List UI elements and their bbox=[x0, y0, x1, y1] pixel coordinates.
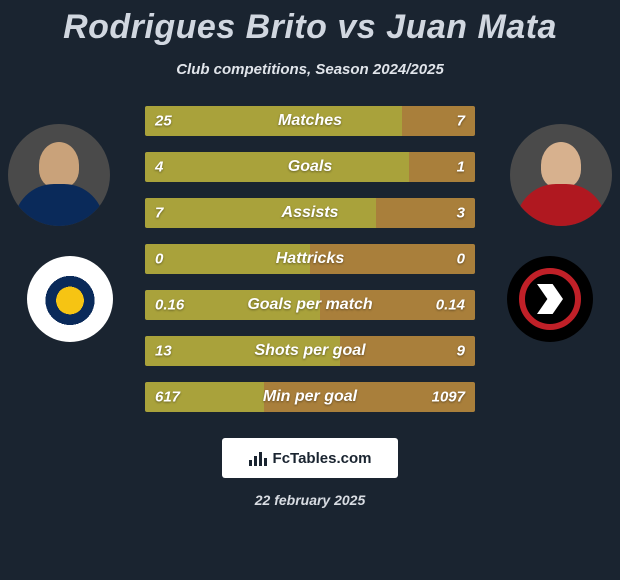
stat-value-left: 25 bbox=[155, 113, 172, 130]
stat-value-right: 9 bbox=[457, 343, 465, 360]
stat-row: Goals per match0.16 0.14 bbox=[145, 290, 475, 320]
avatar-head bbox=[39, 142, 79, 188]
stat-value-right: 1097 bbox=[432, 389, 465, 406]
subtitle: Club competitions, Season 2024/2025 bbox=[0, 61, 620, 78]
stat-value-left: 0 bbox=[155, 251, 163, 268]
avatar-body bbox=[14, 184, 104, 226]
stat-label: Min per goal bbox=[145, 388, 475, 406]
club-logo-left bbox=[27, 256, 113, 342]
stat-row: Hattricks0 0 bbox=[145, 244, 475, 274]
stat-row: Goals4 1 bbox=[145, 152, 475, 182]
stat-bars: Matches257Goals41Assists73Hattricks00Goa… bbox=[145, 106, 475, 412]
avatar-body bbox=[516, 184, 606, 226]
comparison-panel: Matches257Goals41Assists73Hattricks00Goa… bbox=[0, 106, 620, 412]
stat-label: Assists bbox=[145, 204, 475, 222]
stat-label: Goals per match bbox=[145, 296, 475, 314]
brand-badge: FcTables.com bbox=[222, 438, 398, 478]
stat-value-right: 0 bbox=[457, 251, 465, 268]
stat-label: Goals bbox=[145, 158, 475, 176]
stat-value-right: 3 bbox=[457, 205, 465, 222]
stat-label: Shots per goal bbox=[145, 342, 475, 360]
page-title: Rodrigues Brito vs Juan Mata bbox=[0, 0, 620, 47]
player-avatar-right bbox=[510, 124, 612, 226]
date-label: 22 february 2025 bbox=[0, 492, 620, 508]
avatar-head bbox=[541, 142, 581, 188]
player-avatar-left bbox=[8, 124, 110, 226]
stat-value-right: 1 bbox=[457, 159, 465, 176]
stat-label: Matches bbox=[145, 112, 475, 130]
stat-row: Assists7 3 bbox=[145, 198, 475, 228]
stat-label: Hattricks bbox=[145, 250, 475, 268]
stat-row: Matches25 7 bbox=[145, 106, 475, 136]
stat-value-right: 7 bbox=[457, 113, 465, 130]
stat-value-left: 13 bbox=[155, 343, 172, 360]
brand-text: FcTables.com bbox=[273, 450, 372, 467]
stat-row: Shots per goal13 9 bbox=[145, 336, 475, 366]
stat-value-left: 4 bbox=[155, 159, 163, 176]
chart-icon bbox=[249, 450, 267, 466]
stat-value-left: 617 bbox=[155, 389, 180, 406]
stat-value-left: 7 bbox=[155, 205, 163, 222]
club-logo-right bbox=[507, 256, 593, 342]
stat-value-right: 0.14 bbox=[436, 297, 465, 314]
stat-row: Min per goal617 1097 bbox=[145, 382, 475, 412]
stat-value-left: 0.16 bbox=[155, 297, 184, 314]
